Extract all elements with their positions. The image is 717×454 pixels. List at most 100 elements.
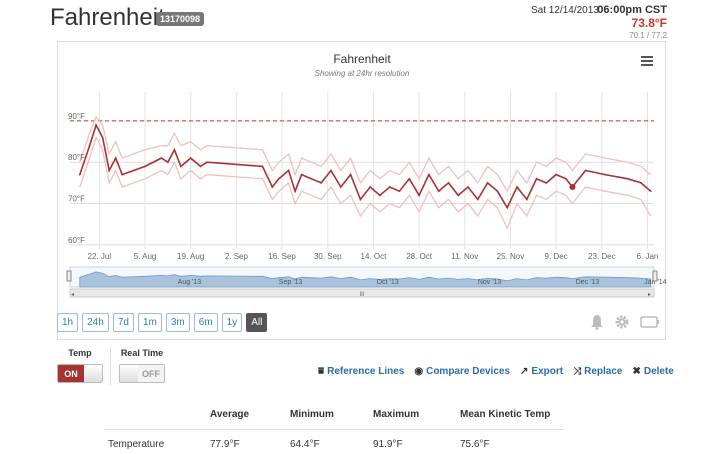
range-button-all[interactable]: All (246, 313, 268, 332)
range-button-7d[interactable]: 7d (112, 313, 134, 332)
data-point (506, 206, 509, 209)
scrollbar[interactable] (69, 288, 655, 298)
scroll-left-arrow-icon[interactable]: ◂ (71, 292, 74, 298)
data-point (496, 190, 499, 193)
data-point (476, 198, 479, 201)
current-temperature: 73.8°F (631, 16, 667, 30)
data-point (398, 190, 401, 193)
data-point (261, 165, 264, 168)
data-point (349, 173, 352, 176)
chart-grid (70, 92, 654, 249)
navigator-right-handle[interactable] (652, 270, 658, 282)
realtime-toggle[interactable]: OFF (119, 364, 165, 383)
stats-minimum-value: 64.4°F (290, 439, 320, 450)
realtime-toggle-state: OFF (142, 368, 160, 379)
x-tick-label: 16. Sep (268, 252, 296, 261)
replace-button[interactable]: ⤨ Replace (573, 366, 623, 377)
data-point (294, 190, 297, 193)
data-point (173, 148, 176, 151)
chart-series (78, 115, 652, 230)
range-button-1h[interactable]: 1h (57, 313, 79, 332)
range-button-3m[interactable]: 3m (165, 313, 190, 332)
x-tick-label: 19. Aug (177, 252, 204, 261)
temp-toggle-state: ON (58, 365, 84, 382)
data-point (78, 173, 81, 176)
realtime-toggle-label: Real Time (120, 348, 164, 358)
temperature-chart[interactable]: Fahrenheit Showing at 24hr resolution 22… (58, 42, 667, 312)
range-button-1m[interactable]: 1m (137, 313, 162, 332)
navigator-label: Dec '13 (576, 279, 600, 286)
data-point (287, 169, 290, 172)
data-point (555, 173, 558, 176)
data-point (467, 186, 469, 188)
x-tick-label: 9. Dec (545, 252, 568, 261)
data-point (199, 165, 202, 168)
data-point (144, 165, 146, 168)
bell-icon[interactable] (590, 314, 604, 330)
data-point (166, 161, 169, 164)
stats-maximum-value: 91.9°F (373, 439, 403, 450)
y-tick-label: 70°F (68, 195, 85, 204)
data-point (114, 157, 117, 160)
x-tick-label: 11. Nov (451, 252, 478, 261)
stats-row-label: Temperature (108, 439, 165, 450)
data-point (121, 173, 124, 176)
page-title: Fahrenheit (50, 4, 165, 31)
realtime-toggle-group: Real Time OFF (119, 348, 165, 383)
data-point (189, 157, 192, 160)
navigator[interactable]: Aug '13 Sep '13 Oct '13 Nov '13 Dec '13 Jan '… (66, 266, 667, 298)
scroll-right-arrow-icon[interactable]: ▸ (648, 292, 651, 298)
data-point (180, 165, 182, 168)
range-button-1y[interactable]: 1y (221, 313, 243, 332)
data-point (486, 181, 489, 184)
data-point (108, 169, 111, 172)
data-point (95, 124, 98, 126)
data-point (359, 198, 362, 201)
range-selector: 1h 24h 7d 1m 3m 6m 1y All (57, 313, 268, 332)
shuffle-icon: ⤨ (573, 366, 582, 377)
x-tick-label: 28. Oct (406, 252, 433, 261)
data-point (640, 181, 642, 184)
data-point (310, 177, 313, 180)
data-point (626, 177, 629, 180)
data-point (408, 177, 411, 180)
range-button-24h[interactable]: 24h (82, 313, 109, 332)
temp-toggle-group: Temp ON (57, 348, 103, 383)
reference-lines-button[interactable]: ⩸ Reference Lines (318, 366, 405, 377)
data-point (320, 181, 323, 184)
share-arrow-icon: ↗ (520, 366, 529, 377)
navigator-left-handle[interactable] (66, 270, 72, 282)
chart-panel: Fahrenheit Showing at 24hr resolution 22… (57, 41, 667, 340)
x-tick-label: 23. Dec (588, 252, 616, 261)
data-point (457, 194, 460, 197)
data-point (584, 169, 587, 172)
data-point (388, 186, 391, 188)
data-point (516, 186, 518, 188)
data-point (604, 173, 606, 176)
x-tick-label: 30. Sep (314, 252, 342, 261)
x-tick-label: 6. Jan (637, 252, 659, 261)
gear-icon[interactable] (614, 314, 630, 330)
y-tick-label: 90°F (68, 112, 85, 121)
divider (110, 347, 111, 385)
hamburger-menu-icon[interactable] (641, 56, 653, 66)
export-button[interactable]: ↗ Export (520, 366, 564, 377)
data-point (427, 173, 430, 176)
upper-band-line (79, 115, 652, 193)
data-point (339, 186, 342, 188)
data-point (418, 194, 420, 197)
range-button-6m[interactable]: 6m (193, 313, 218, 332)
y-tick-label: 80°F (68, 153, 85, 162)
x-tick-label: 5. Aug (134, 252, 157, 261)
delete-button[interactable]: ✖ Delete (632, 366, 674, 377)
y-axis: 90°F 80°F 70°F 60°F (68, 112, 85, 245)
temp-toggle[interactable]: ON (57, 364, 103, 383)
data-point (535, 177, 538, 180)
compare-devices-button[interactable]: ◉ Compare Devices (414, 366, 511, 377)
stats-header-mkt: Mean Kinetic Temp (460, 409, 551, 420)
navigator-label: Aug '13 (178, 279, 202, 286)
lower-band-line (79, 135, 652, 230)
x-tick-label: 25. Nov (497, 252, 525, 261)
data-point (160, 157, 163, 160)
